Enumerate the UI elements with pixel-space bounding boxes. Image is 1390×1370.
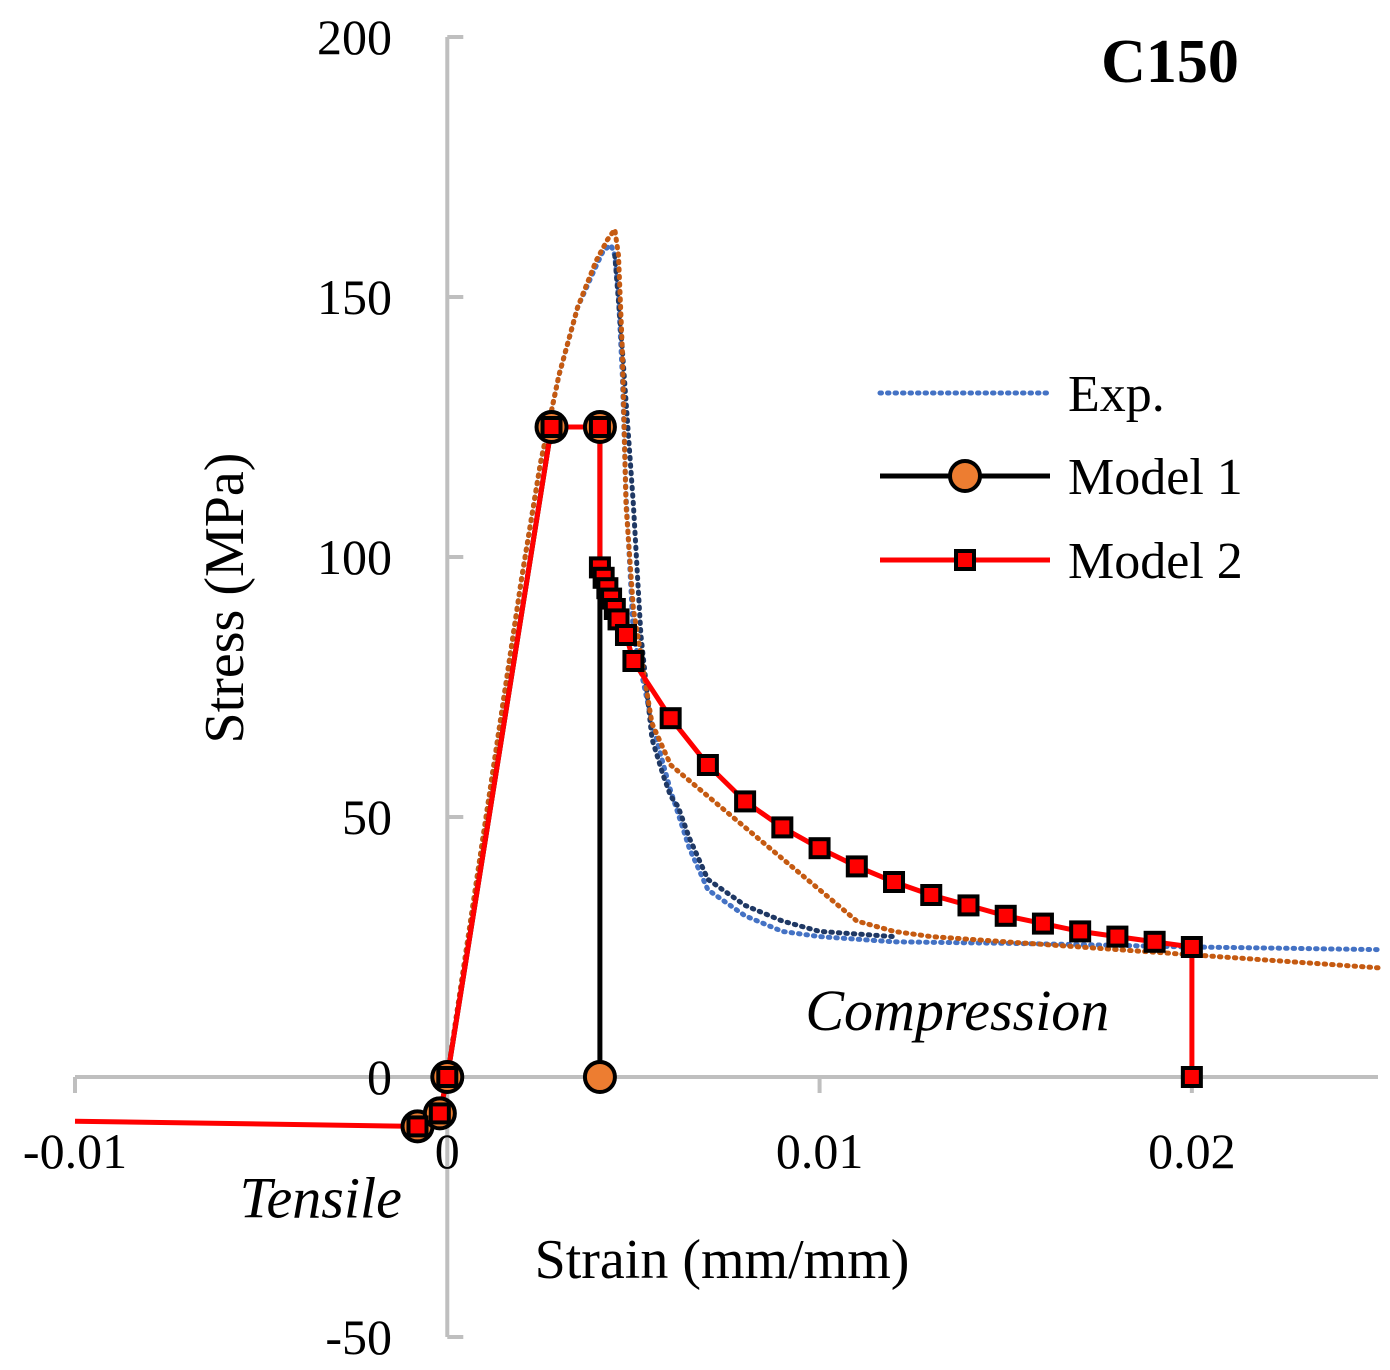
model2-point	[994, 904, 1017, 927]
model2-point	[1069, 920, 1092, 943]
y-tick-label: 100	[317, 529, 392, 585]
model2-point	[1106, 925, 1129, 948]
model2-point	[614, 624, 637, 646]
legend-label-1: Model 1	[1068, 449, 1243, 506]
y-tick-label: 50	[342, 789, 392, 845]
model2-point	[1143, 930, 1166, 953]
model2-point	[1031, 912, 1054, 935]
x-tick-label: 0.02	[1148, 1123, 1236, 1179]
x-tick-label: 0	[435, 1123, 460, 1179]
model2-point	[406, 1115, 429, 1138]
model1-point	[582, 1060, 617, 1094]
y-tick-label: 0	[367, 1049, 392, 1105]
model2-point	[436, 1066, 459, 1088]
y-tick-label: 150	[317, 269, 392, 325]
model2-point	[845, 855, 868, 878]
axes: -50 0 50 100 150 200 -0.01 0 0.01 0.02	[23, 9, 1378, 1365]
model2-point	[1180, 936, 1203, 958]
model2-point	[734, 790, 757, 813]
series-line-1	[612, 252, 897, 940]
x-axis-title: Strain (mm/mm)	[535, 1229, 910, 1291]
annotation-tensile: Tensile	[240, 1165, 402, 1230]
legend-label-0: Exp.	[1068, 366, 1165, 423]
model2-point	[920, 884, 943, 906]
markers-layer	[400, 410, 1203, 1144]
legend-marker-1	[948, 459, 982, 493]
x-tick-label: -0.01	[23, 1123, 127, 1179]
model2-point	[771, 816, 794, 839]
legend-label-2: Model 2	[1068, 533, 1243, 590]
y-tick-label: 200	[317, 9, 392, 65]
model2-point	[588, 416, 611, 438]
x-tick-label: 0.01	[776, 1123, 864, 1179]
legend-marker-2	[954, 549, 976, 571]
model2-point	[428, 1102, 451, 1125]
model2-point	[883, 871, 906, 893]
legend: Exp. Model 1 Model 2	[877, 366, 1243, 590]
model2-point	[808, 837, 831, 860]
y-tick-label: -50	[325, 1309, 392, 1365]
model2-point	[957, 894, 980, 917]
chart-title: C150	[1101, 28, 1239, 96]
annotations: Compression Tensile	[240, 978, 1110, 1230]
model2-point	[622, 650, 645, 672]
y-axis-title: Stress (MPa)	[194, 453, 256, 744]
model2-point	[696, 754, 719, 776]
model2-point	[540, 416, 563, 438]
model2-point	[659, 707, 682, 730]
model2-point	[1180, 1066, 1203, 1088]
annotation-compression: Compression	[805, 978, 1109, 1043]
series-line-2	[444, 222, 1381, 1080]
